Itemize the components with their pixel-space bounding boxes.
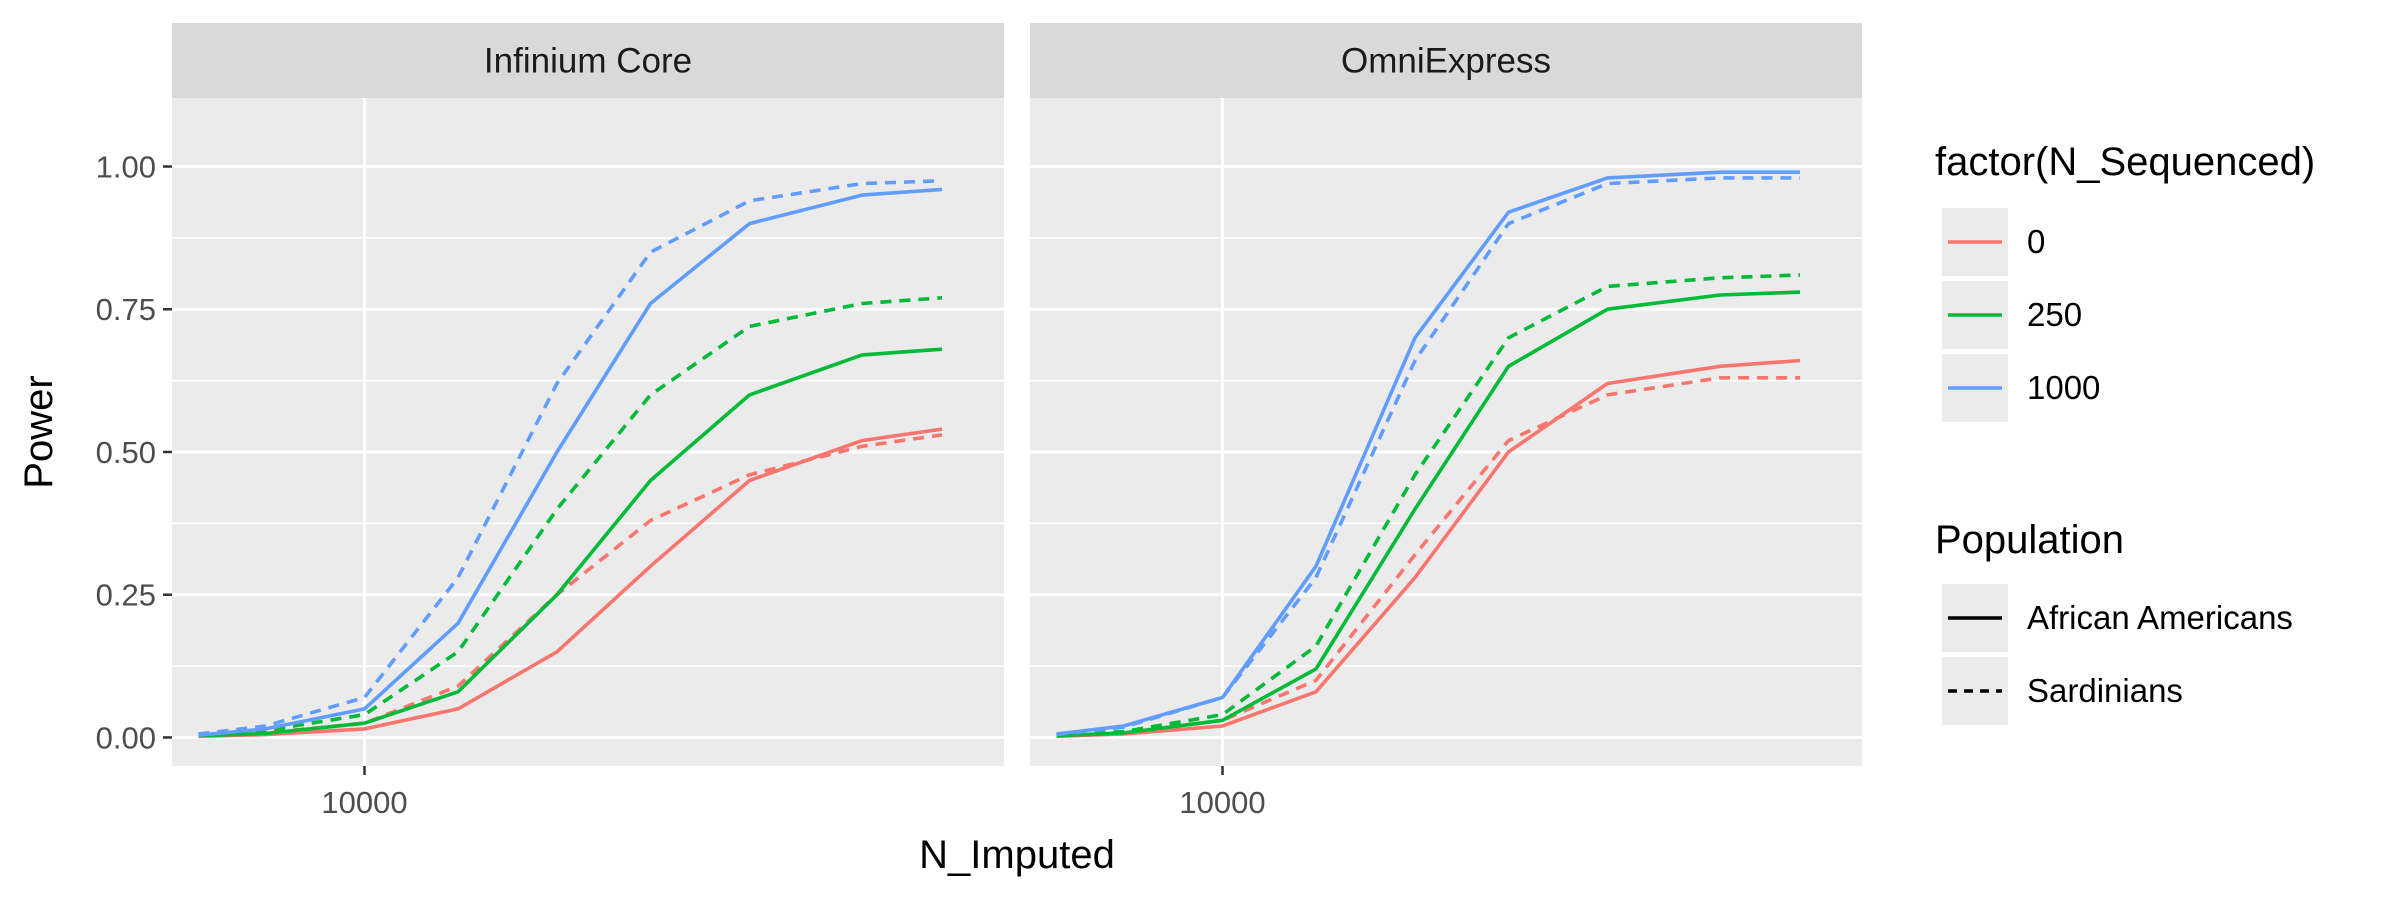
series-line — [1056, 290, 1801, 738]
series-line — [198, 187, 943, 737]
facet-strip — [1030, 23, 1862, 98]
facet-strip — [172, 23, 1004, 98]
series-line — [198, 427, 943, 739]
legend-label: African Americans — [2027, 599, 2293, 636]
y-tick-label: 0.00 — [96, 720, 156, 755]
y-tick-label: 1.00 — [96, 150, 156, 185]
series-line — [1056, 273, 1801, 737]
y-tick-label: 0.50 — [96, 435, 156, 470]
legend-label: Sardinians — [2027, 672, 2183, 709]
y-tick-label: 0.25 — [96, 578, 156, 613]
legend-title: factor(N_Sequenced) — [1935, 140, 2315, 184]
series-line — [1056, 358, 1801, 739]
x-tick-label: 10000 — [321, 785, 407, 820]
x-tick-label: 10000 — [1179, 785, 1265, 820]
series-line — [198, 296, 943, 737]
legend-label: 0 — [2027, 223, 2045, 260]
y-axis-title: Power — [17, 375, 61, 488]
series-line — [198, 179, 943, 736]
facet-label: OmniExpress — [1341, 42, 1551, 81]
series-line — [198, 347, 943, 738]
legend-label: 250 — [2027, 296, 2082, 333]
facet-label: Infinium Core — [484, 42, 692, 81]
panel-background — [172, 98, 1004, 766]
legend-title: Population — [1935, 518, 2124, 562]
series-line — [1056, 176, 1800, 737]
x-axis-title: N_Imputed — [919, 833, 1115, 877]
y-tick-label: 0.75 — [96, 292, 156, 327]
legend-label: 1000 — [2027, 369, 2100, 406]
